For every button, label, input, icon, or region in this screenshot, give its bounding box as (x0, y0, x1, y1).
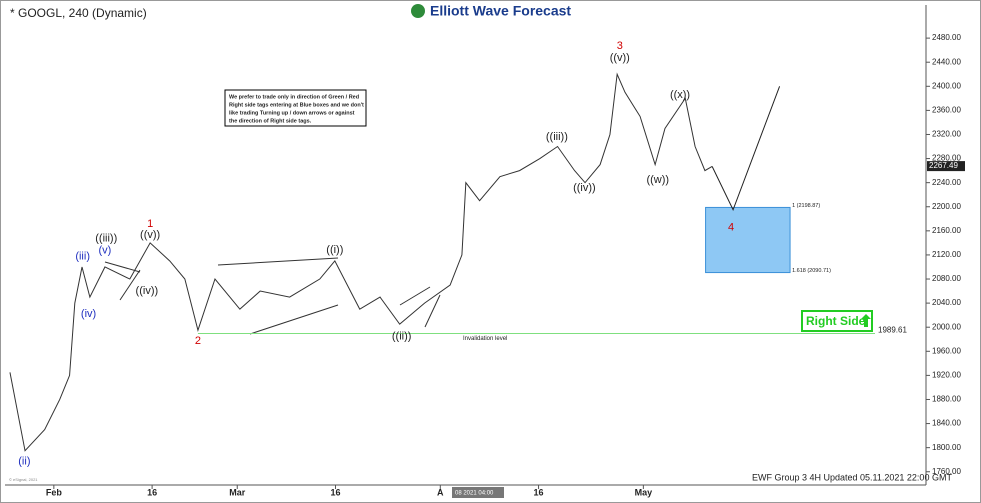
y-tick-label: 1840.00 (932, 419, 961, 428)
wave-label: ((v)) (140, 229, 160, 241)
zone-low-label: 1.618 (2090.71) (792, 268, 831, 274)
y-tick-label: 2480.00 (932, 33, 961, 42)
up-arrow (861, 314, 871, 327)
wave-label: ((v)) (610, 52, 630, 64)
right-side-tag (801, 310, 873, 332)
y-tick-label: 2040.00 (932, 298, 961, 307)
wave-label: 4 (728, 222, 734, 234)
wave-label: ((i)) (326, 244, 343, 256)
current-price: 2267.49 (929, 161, 958, 170)
copyright: © eSignal, 2021 (9, 477, 38, 482)
price-line (711, 86, 781, 212)
y-tick-label: 2320.00 (932, 130, 961, 139)
wave-label: ((x)) (670, 89, 690, 101)
trendline (399, 286, 431, 306)
y-tick-label: 2240.00 (932, 178, 961, 187)
y-tick-label: 2280.00 (932, 154, 961, 163)
footer: EWF Group 3 4H Updated 05.11.2021 22:00 … (752, 472, 952, 482)
trendline (119, 269, 141, 301)
wave-label: ((w)) (646, 174, 669, 186)
trendline (249, 304, 339, 335)
y-tick-label: 2080.00 (932, 274, 961, 283)
wave-label: ((ii)) (392, 331, 412, 343)
x-tick-label: 16 (147, 487, 157, 497)
note-line: We prefer to trade only in direction of … (229, 94, 359, 100)
cursor-label: 08 2021 04:00 (455, 491, 494, 497)
y-tick-label: 2400.00 (932, 81, 961, 90)
invalidation-label: Invalidation level (463, 336, 507, 342)
trendline (424, 294, 441, 328)
wave-label: 1 (147, 218, 153, 230)
x-tick-label: Feb (46, 487, 63, 497)
trendline (217, 257, 339, 266)
invalidation-value: 1989.61 (878, 326, 907, 335)
y-tick-label: 1920.00 (932, 370, 961, 379)
wave-label: ((iv)) (136, 285, 159, 297)
target-zone (705, 206, 791, 274)
logo-icon (411, 4, 425, 18)
current-price-box (927, 161, 965, 172)
wave-label: 3 (617, 40, 623, 52)
y-tick-label: 1760.00 (932, 467, 961, 476)
x-tick-label: A (437, 487, 444, 497)
note-line: like trading Turning up / down arrows or… (229, 110, 355, 116)
y-tick-label: 2440.00 (932, 57, 961, 66)
logo: Elliott Wave Forecast (430, 3, 571, 19)
right-side-label: Right Side (806, 314, 866, 328)
x-tick-label: May (635, 487, 653, 497)
y-tick-label: 2000.00 (932, 322, 961, 331)
wave-label: (iv) (81, 308, 96, 320)
y-tick-label: 2200.00 (932, 202, 961, 211)
note-box (224, 89, 367, 127)
wave-label: ((iv)) (573, 182, 596, 194)
wave-label: ((iii)) (546, 131, 568, 143)
note-line: Right side tags entering at Blue boxes a… (229, 102, 364, 108)
zone-high-label: 1 (2198.87) (792, 203, 820, 209)
wave-label: ((iii)) (95, 233, 117, 245)
x-tick-label: 16 (330, 487, 340, 497)
x-tick-label: Mar (229, 487, 246, 497)
wave-label: 2 (195, 335, 201, 347)
cursor-box (452, 487, 504, 498)
chart-title: * GOOGL, 240 (Dynamic) (10, 6, 147, 20)
price-line (9, 72, 713, 452)
wave-label: (ii) (18, 455, 30, 467)
note-line: the direction of Right side tags. (229, 118, 312, 124)
y-tick-label: 1960.00 (932, 346, 961, 355)
y-tick-label: 2160.00 (932, 226, 961, 235)
y-tick-label: 1800.00 (932, 443, 961, 452)
y-tick-label: 1880.00 (932, 395, 961, 404)
wave-label: (iii) (75, 251, 90, 263)
y-tick-label: 2120.00 (932, 250, 961, 259)
y-tick-label: 2360.00 (932, 105, 961, 114)
wave-label: (v) (99, 245, 112, 257)
x-tick-label: 16 (534, 487, 544, 497)
